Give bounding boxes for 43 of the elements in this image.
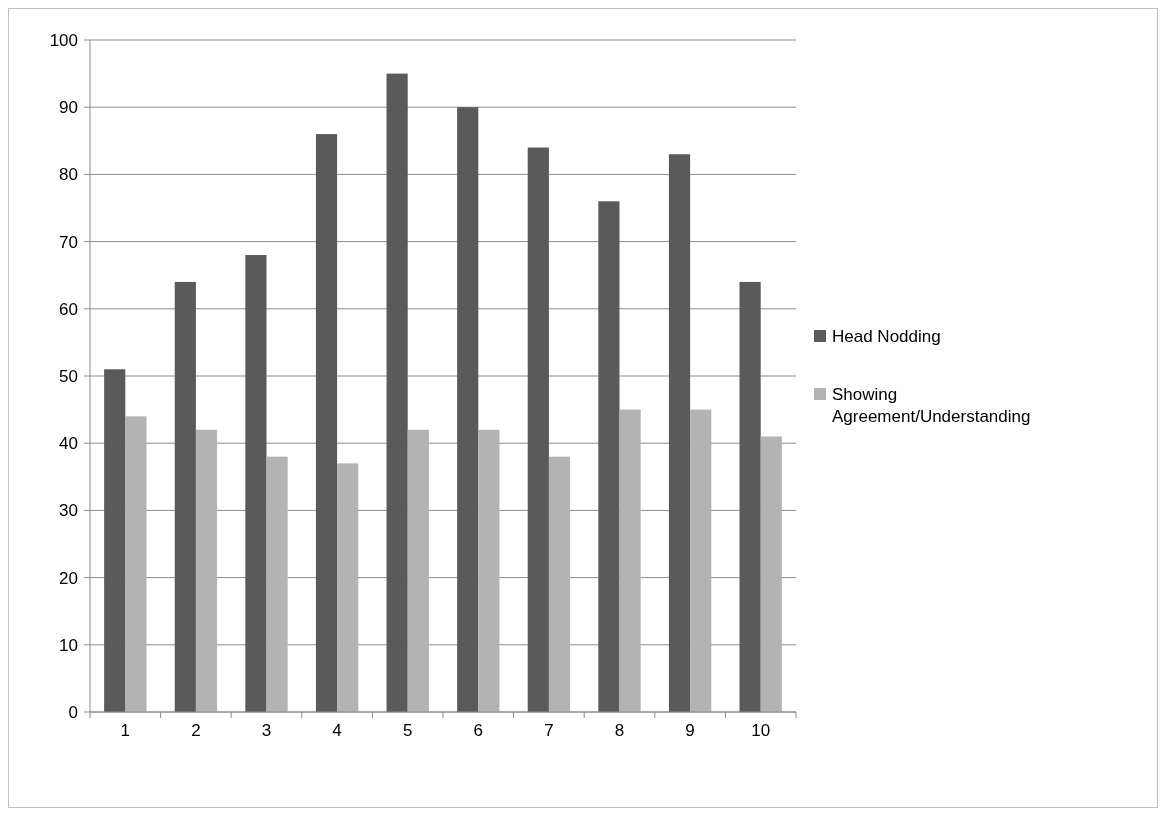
y-tick-label: 10	[59, 635, 78, 655]
y-tick-label: 30	[59, 501, 78, 521]
bar	[174, 281, 196, 712]
bar	[195, 429, 218, 712]
legend-label: Head Nodding	[832, 326, 941, 346]
y-tick-label: 100	[49, 30, 78, 50]
bar	[266, 456, 288, 712]
y-tick-label: 70	[59, 232, 78, 252]
bar	[619, 409, 641, 712]
x-tick-label: 9	[685, 721, 695, 740]
bar	[386, 73, 408, 712]
y-tick-label: 60	[59, 299, 78, 319]
bar	[739, 281, 761, 712]
bar	[668, 154, 691, 712]
y-tick-label: 90	[59, 98, 78, 118]
x-tick-label: 6	[473, 721, 484, 740]
bar	[407, 429, 429, 712]
bar	[527, 147, 549, 712]
bar	[104, 369, 126, 712]
y-tick-label: 40	[59, 434, 78, 454]
bar	[598, 201, 620, 712]
bar	[548, 456, 571, 712]
bar	[337, 463, 359, 712]
x-tick-label: 1	[120, 721, 131, 740]
x-tick-label: 8	[614, 721, 625, 740]
y-tick-label: 0	[68, 702, 78, 722]
x-tick-label: 5	[402, 721, 413, 740]
bar	[760, 436, 782, 712]
y-tick-label: 80	[59, 165, 78, 185]
bar	[125, 416, 147, 712]
bar	[315, 134, 338, 712]
bar	[690, 409, 712, 712]
x-tick-label: 2	[191, 721, 201, 740]
bar	[478, 429, 500, 712]
x-tick-label: 10	[751, 721, 771, 740]
x-tick-label: 7	[544, 721, 554, 740]
x-tick-label: 4	[332, 721, 342, 740]
x-tick-label: 3	[261, 721, 272, 740]
y-tick-label: 50	[59, 366, 78, 386]
y-tick-label: 20	[59, 568, 78, 588]
legend-label: Showing Agreement/Understanding	[832, 384, 1031, 426]
bar	[245, 255, 267, 712]
bar	[457, 107, 479, 712]
